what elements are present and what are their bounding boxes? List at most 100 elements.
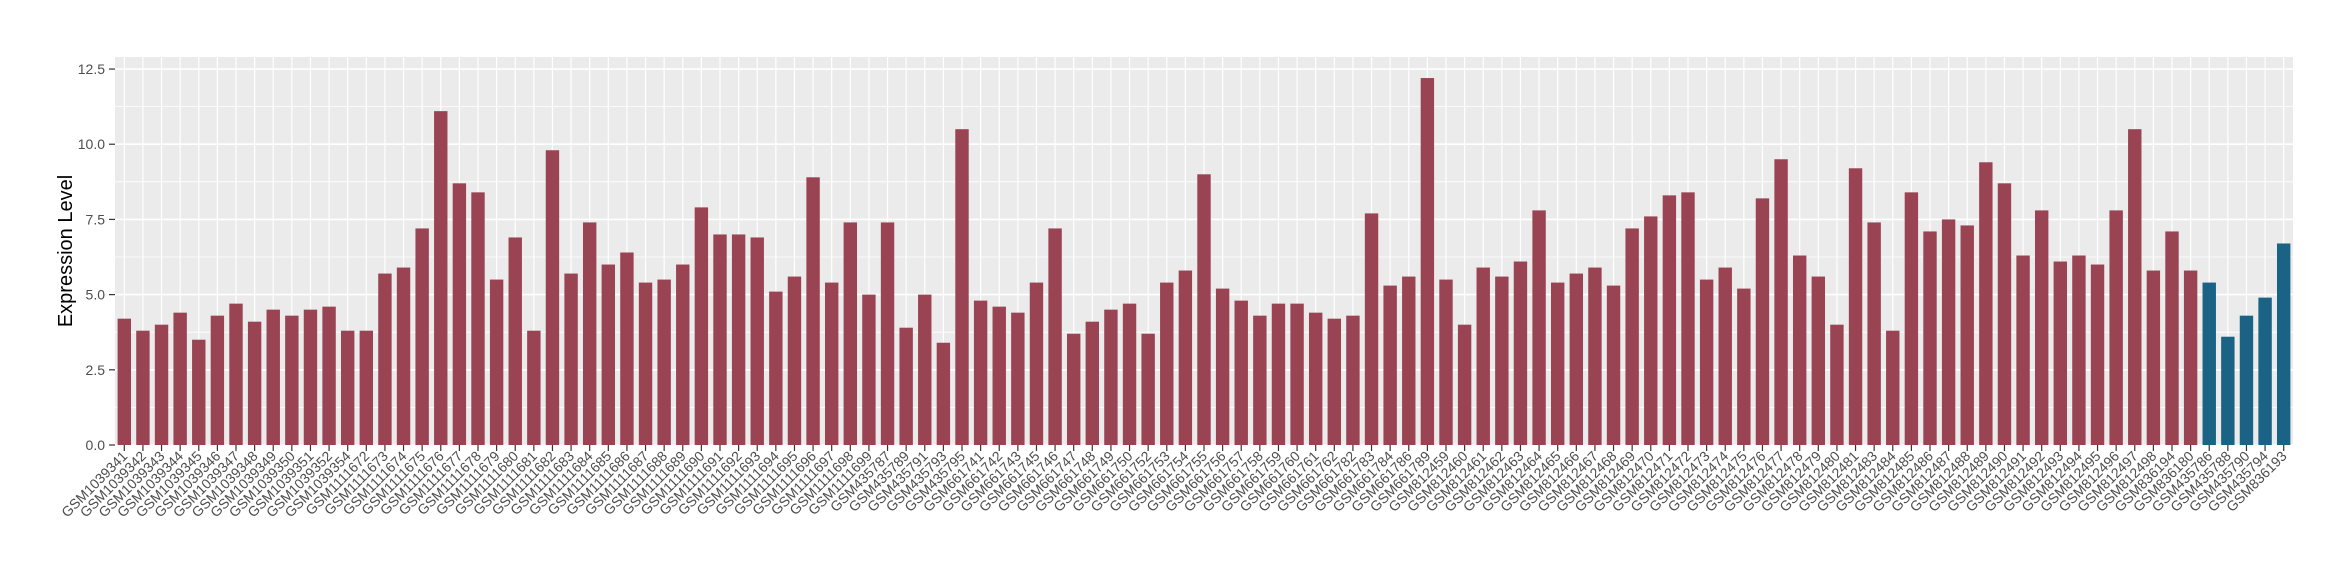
bar — [1346, 315, 1360, 445]
bar — [545, 150, 560, 446]
bar — [2276, 243, 2291, 445]
bar — [471, 192, 485, 445]
bar — [1644, 216, 1658, 445]
bar — [1327, 318, 1342, 445]
bar — [247, 321, 262, 445]
bar — [2016, 255, 2030, 445]
bar — [1848, 168, 1863, 446]
bar — [1420, 78, 1435, 445]
bar — [1513, 261, 1528, 445]
bar — [2146, 270, 2161, 445]
bar — [2128, 129, 2142, 446]
bar — [359, 330, 374, 445]
bars — [117, 78, 2291, 446]
bar — [1867, 222, 1881, 445]
bar — [1011, 312, 1025, 445]
y-tick-label: 2.5 — [86, 362, 106, 378]
bar — [1923, 231, 1937, 445]
bar — [173, 312, 187, 445]
bar — [955, 129, 969, 446]
bar — [452, 183, 467, 446]
bar — [415, 228, 429, 445]
bar — [1774, 159, 1788, 446]
bar — [582, 222, 597, 445]
bar — [1904, 192, 1919, 445]
bar — [1253, 315, 1267, 445]
bar — [862, 294, 876, 445]
bar — [824, 282, 839, 445]
bar — [1271, 303, 1286, 445]
bar — [1364, 213, 1379, 445]
bar — [210, 315, 225, 445]
bar — [1215, 288, 1230, 445]
bar — [1457, 324, 1472, 445]
bar — [1886, 330, 1900, 445]
bar — [136, 330, 150, 445]
bar — [1066, 333, 1081, 445]
bar — [2034, 210, 2049, 445]
bar — [1085, 321, 1100, 445]
bar — [2183, 270, 2198, 445]
bar — [154, 324, 169, 445]
bar — [2109, 210, 2123, 445]
bar — [973, 300, 988, 445]
bar — [2239, 315, 2254, 445]
bar — [2090, 264, 2105, 445]
bar — [508, 237, 522, 445]
bar — [1625, 228, 1639, 445]
bar — [489, 279, 504, 445]
bar — [769, 291, 783, 445]
bar — [1662, 195, 1677, 445]
bar — [1383, 285, 1397, 445]
y-axis: 0.0 2.5 5.0 7.5 10.0 12.5 — [78, 61, 115, 453]
bar — [1122, 303, 1137, 445]
bar — [2072, 255, 2086, 445]
bar — [899, 327, 913, 445]
bar — [1811, 276, 1826, 445]
y-tick-label: 10.0 — [78, 136, 105, 152]
bar — [2165, 231, 2179, 445]
bar — [564, 273, 578, 445]
bar — [1941, 219, 1956, 445]
bar — [1550, 282, 1565, 445]
bar — [843, 222, 858, 445]
bar — [2053, 261, 2068, 445]
bar — [806, 177, 820, 446]
bar — [694, 207, 709, 445]
bar — [750, 237, 764, 445]
bar — [787, 276, 802, 445]
bar — [1532, 210, 1546, 445]
bar — [713, 234, 727, 445]
bar — [285, 315, 299, 445]
bar — [1178, 270, 1193, 445]
bar — [1290, 303, 1304, 445]
bar — [117, 318, 132, 445]
bar — [192, 339, 206, 445]
bar — [1439, 279, 1453, 445]
bar — [992, 306, 1006, 445]
bar — [266, 309, 280, 445]
bar — [527, 330, 541, 445]
bar — [601, 264, 616, 445]
bar — [918, 294, 932, 445]
bar — [322, 306, 336, 445]
bar — [1402, 276, 1416, 445]
bar — [2258, 297, 2272, 445]
bar — [1141, 333, 1155, 445]
bar — [2202, 282, 2216, 445]
bar — [657, 279, 671, 445]
bar — [676, 264, 690, 445]
bar — [434, 111, 448, 446]
bar — [378, 273, 392, 445]
y-tick-label: 12.5 — [78, 61, 105, 77]
bar — [1960, 225, 1974, 445]
bar — [1588, 267, 1602, 445]
bar — [1048, 228, 1062, 445]
bar — [1997, 183, 2012, 446]
bar — [1197, 174, 1211, 446]
bar — [1160, 282, 1174, 445]
bar — [1569, 273, 1584, 445]
bar — [1792, 255, 1807, 445]
bar — [1830, 324, 1844, 445]
